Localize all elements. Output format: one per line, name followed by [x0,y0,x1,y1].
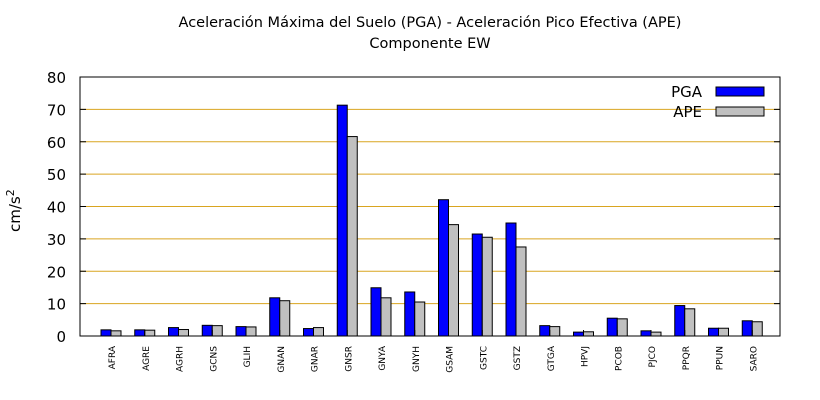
bar-pga-gstc [471,233,483,337]
y-axis-label: cm/s2 [4,189,24,232]
bar-ape-gcns [211,325,223,337]
x-tick-label: SARO [749,346,759,371]
bar-pga-pjco [640,330,652,337]
x-tick-label: GNYA [378,345,388,371]
chart-title: Aceleración Máxima del Suelo (PGA) - Ace… [178,15,682,31]
bar-pga-gnyh [404,291,416,337]
y-tick-label: 20 [47,263,66,281]
y-tick-label: 0 [56,328,66,346]
y-tick-label: 60 [47,134,66,152]
bar-ape-afra [110,330,122,337]
bar-ape-gsam [448,224,459,337]
x-tick-label: GLIH [243,346,253,367]
x-tick-label: GCNS [209,346,219,372]
bar-ape-gnsr [346,136,358,337]
bar-pga-gsam [438,199,449,337]
x-tick-label: HPVJ [581,346,591,367]
bar-ape-gnyh [414,301,426,337]
x-tick-label: AGRH [176,346,186,372]
bar-pga-saro [741,320,753,337]
y-axis: 0 10 20 30 40 50 60 70 80 [47,69,780,346]
y-axis-label-unit: cm/s [6,196,24,232]
bar-ape-hpvj [583,331,594,337]
bar-pga-gnya [370,287,382,337]
bar-pga-gnsr [336,104,348,337]
bar-pga-glih [235,326,247,337]
y-tick-label: 50 [47,166,66,184]
x-tick-label: PJCO [648,346,658,367]
y-tick-label: 70 [47,101,66,119]
legend-swatch [715,86,765,97]
bar-pga-ppun [708,327,719,337]
y-axis-label-exponent: 2 [4,189,17,196]
chart-subtitle: Componente EW [369,36,491,52]
x-tick-label: PPQR [682,346,692,370]
bar-ape-gstc [481,236,493,337]
bar-pga-pcob [606,317,618,337]
x-tick-label: GSTC [479,346,489,370]
bar-pga-gstz [505,222,517,337]
x-tick-label: GSAM [446,346,456,373]
x-tick-label: GSTZ [513,346,523,370]
y-tick-label: 10 [47,296,66,314]
x-tick-label: GNSR [344,346,354,372]
y-tick-label: 40 [47,199,66,217]
x-tick-label: PPUN [716,346,726,370]
x-tick-label: GNAR [311,346,321,372]
x-tick-label: AFRA [108,345,118,369]
legend-swatch [715,106,765,117]
bar-ape-agre [144,329,156,337]
bar-pga-gtga [539,325,551,337]
bar-pga-gnar [303,328,314,337]
legend-label: PGA [671,83,703,101]
bar-pga-hpvj [573,331,584,337]
bar-ape-pcob [616,318,628,337]
bar-ape-agrh [178,329,189,337]
y-tick-label: 30 [47,231,66,249]
bars [100,104,763,337]
bar-pga-afra [100,329,112,337]
y-tick-label: 80 [47,69,66,87]
bar-ape-gnan [279,300,291,337]
x-tick-label: GNAN [277,346,287,373]
x-tick-label: AGRE [142,346,152,371]
bar-pga-gnan [269,297,281,337]
bar-ape-gstz [515,246,527,337]
x-tick-label: GTGA [547,345,557,371]
bar-pga-agre [134,329,146,337]
x-axis: AFRA AGRE AGRH GCNS GLIH GNAN GNAR GNSR GNYA GNYH… [108,330,759,373]
legend: PGA APE [671,83,765,121]
bar-pga-gcns [201,324,213,337]
bar-pga-agrh [168,327,179,337]
bar-ape-gnya [380,297,392,337]
bar-ape-pjco [650,331,662,337]
bar-ape-ppqr [684,308,696,337]
bar-ape-glih [245,326,257,337]
bar-pga-ppqr [674,305,686,337]
bar-ape-ppun [718,327,729,337]
x-tick-label: GNYH [412,346,422,372]
x-tick-label: PCOB [614,346,624,371]
gridlines [80,108,780,305]
bar-ape-gnar [313,327,324,337]
bar-ape-gtga [549,326,561,337]
legend-label: APE [673,103,702,121]
bar-ape-saro [751,321,763,337]
